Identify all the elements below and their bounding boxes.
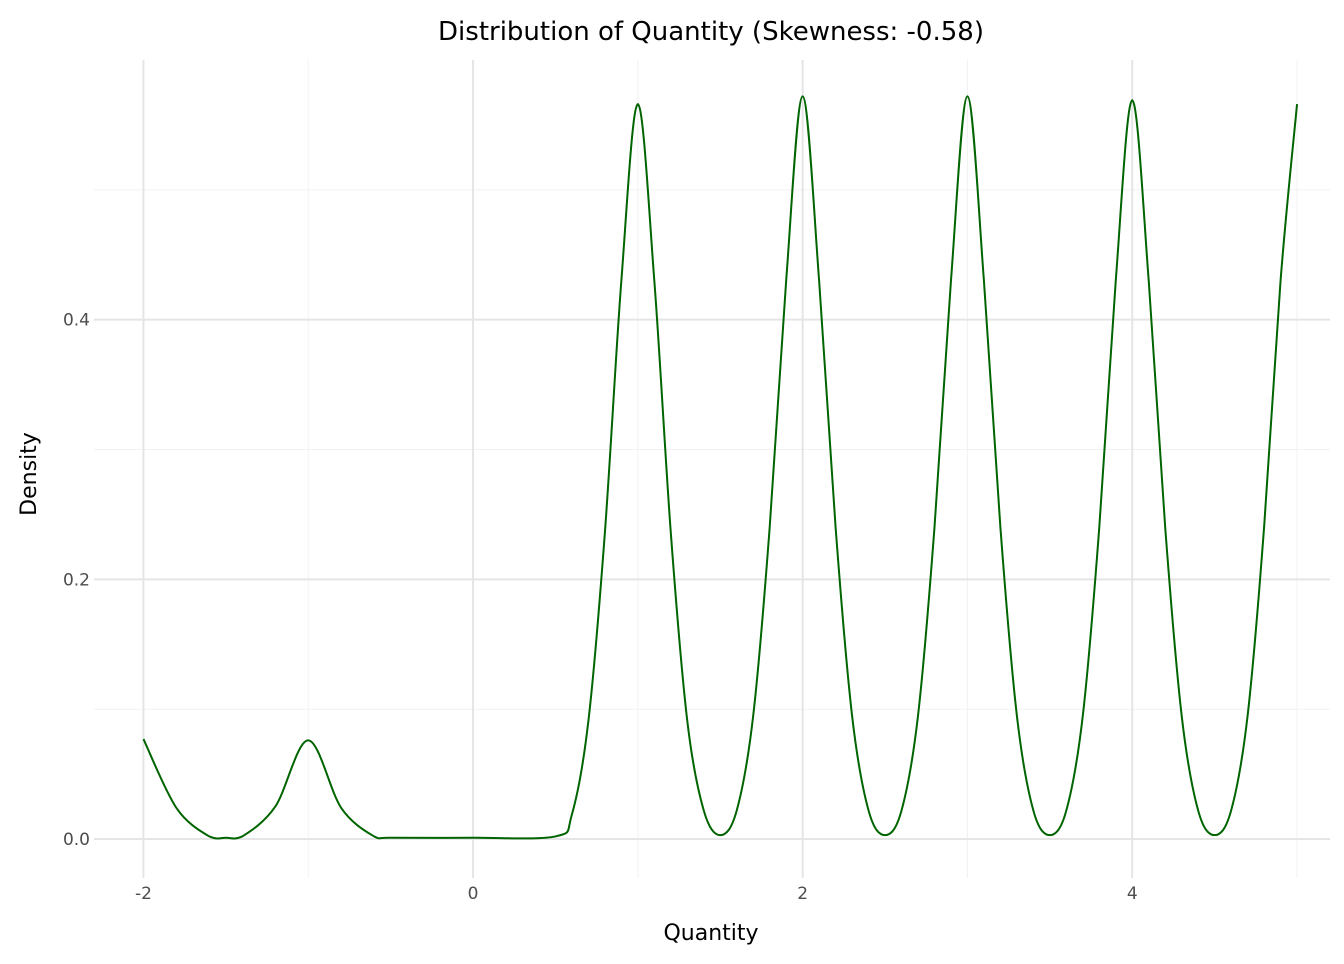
y-tick-label: 0.4 (63, 311, 90, 331)
x-tick-label: 2 (797, 884, 808, 904)
x-tick-label: 0 (468, 884, 479, 904)
x-tick-label: -2 (135, 884, 152, 904)
major-grid (94, 60, 1330, 878)
x-axis-title: Quantity (663, 921, 758, 946)
y-tick-label: 0.0 (63, 830, 90, 850)
y-axis-title: Density (17, 432, 42, 516)
y-tick-labels: 0.0 0.2 0.4 (63, 311, 90, 850)
x-tick-labels: -2 0 2 4 (135, 884, 1138, 904)
chart-title: Distribution of Quantity (Skewness: -0.5… (438, 17, 984, 47)
y-tick-label: 0.2 (63, 570, 90, 590)
x-tick-label: 4 (1127, 884, 1138, 904)
minor-grid (94, 60, 1330, 878)
data-lines (142, 95, 1299, 840)
density-line (142, 95, 1299, 840)
